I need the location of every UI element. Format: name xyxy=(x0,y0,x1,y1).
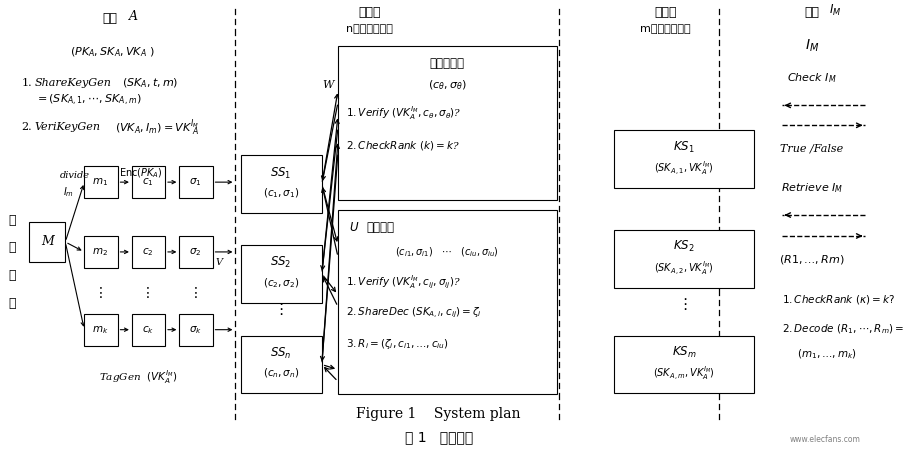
Text: $I_M$: $I_M$ xyxy=(829,3,841,18)
FancyBboxPatch shape xyxy=(338,210,557,395)
FancyBboxPatch shape xyxy=(241,245,322,303)
Text: $(c_n,\sigma_n)$: $(c_n,\sigma_n)$ xyxy=(263,367,300,380)
Text: $c_1$: $c_1$ xyxy=(142,176,154,188)
Text: 完整性检查: 完整性检查 xyxy=(430,57,465,70)
Text: $\sigma_1$: $\sigma_1$ xyxy=(189,176,202,188)
FancyBboxPatch shape xyxy=(132,314,165,345)
Text: True /False: True /False xyxy=(780,143,844,153)
Text: ShareKeyGen: ShareKeyGen xyxy=(35,79,112,89)
Text: 用户: 用户 xyxy=(102,12,117,25)
FancyBboxPatch shape xyxy=(30,222,65,262)
Text: $I_m$: $I_m$ xyxy=(64,185,75,199)
FancyBboxPatch shape xyxy=(241,336,322,394)
Text: $(PK_A,SK_A,VK_A\ )$: $(PK_A,SK_A,VK_A\ )$ xyxy=(70,46,155,59)
Text: $2.CheckRank\ (k)=k$?: $2.CheckRank\ (k)=k$? xyxy=(346,139,459,152)
Text: 据: 据 xyxy=(8,242,16,254)
Text: $SS_n$: $SS_n$ xyxy=(270,346,291,361)
Text: $(c_1,\sigma_1)$: $(c_1,\sigma_1)$ xyxy=(263,186,300,200)
Text: $(SK_{A,1},VK_A^{I_M})$: $(SK_{A,1},VK_A^{I_M})$ xyxy=(654,159,714,177)
Text: $(VK_A,I_m)=VK^{I_M}_{\ A}$: $(VK_A,I_m)=VK^{I_M}_{\ A}$ xyxy=(114,117,199,138)
Text: $KS_m$: $KS_m$ xyxy=(671,345,696,360)
FancyBboxPatch shape xyxy=(179,314,213,345)
FancyBboxPatch shape xyxy=(132,166,165,198)
Text: ⋮: ⋮ xyxy=(141,286,155,300)
Text: 数: 数 xyxy=(8,213,16,227)
FancyBboxPatch shape xyxy=(179,166,213,198)
Text: TagGen  $(VK^{I_M}_A)$: TagGen $(VK^{I_M}_A)$ xyxy=(100,369,178,386)
Text: 储: 储 xyxy=(8,297,16,310)
FancyBboxPatch shape xyxy=(613,336,754,394)
Text: $\mathit{Retrieve}\ I_M$: $\mathit{Retrieve}\ I_M$ xyxy=(781,181,844,195)
Text: $KS_1$: $KS_1$ xyxy=(673,140,694,155)
Text: ⋮: ⋮ xyxy=(273,302,289,317)
Text: $m_k$: $m_k$ xyxy=(92,324,109,336)
Text: divide: divide xyxy=(60,171,89,180)
Text: 私有云: 私有云 xyxy=(655,6,677,19)
Text: $m_2$: $m_2$ xyxy=(92,246,109,258)
Text: www.elecfans.com: www.elecfans.com xyxy=(789,435,860,444)
Text: VeriKeyGen: VeriKeyGen xyxy=(35,122,100,132)
Text: Figure 1    System plan: Figure 1 System plan xyxy=(357,407,521,421)
FancyBboxPatch shape xyxy=(84,166,118,198)
Text: 1.: 1. xyxy=(21,79,32,89)
Text: $(c_2,\sigma_2)$: $(c_2,\sigma_2)$ xyxy=(263,276,300,290)
Text: $1.Verify\ (VK_A^{I_M},c_\theta,\boldsymbol{\sigma_\theta})$?: $1.Verify\ (VK_A^{I_M},c_\theta,\boldsym… xyxy=(346,104,461,122)
Text: $I_M$: $I_M$ xyxy=(805,37,820,54)
FancyBboxPatch shape xyxy=(179,236,213,268)
FancyBboxPatch shape xyxy=(338,45,557,200)
Text: m组密钥服务器: m组密钥服务器 xyxy=(641,24,692,34)
Text: $c_2$: $c_2$ xyxy=(142,246,154,258)
FancyBboxPatch shape xyxy=(84,236,118,268)
Text: 图 1   系统方案: 图 1 系统方案 xyxy=(405,430,473,444)
Text: $\sigma_k$: $\sigma_k$ xyxy=(189,324,202,336)
Text: $c_k$: $c_k$ xyxy=(142,324,154,336)
Text: $2.ShareDec\ (SK_{A,i},c_{ij})=\zeta_i$: $2.ShareDec\ (SK_{A,i},c_{ij})=\zeta_i$ xyxy=(346,306,481,320)
FancyBboxPatch shape xyxy=(84,314,118,345)
Text: $=(SK_{A,1},\cdots,SK_{A,m})$: $=(SK_{A,1},\cdots,SK_{A,m})$ xyxy=(35,93,141,108)
FancyBboxPatch shape xyxy=(613,130,754,188)
Text: 存: 存 xyxy=(8,269,16,282)
Text: $2.\mathit{Decode}\ (R_1,\cdots,R_m)=$: $2.\mathit{Decode}\ (R_1,\cdots,R_m)=$ xyxy=(782,323,904,336)
FancyBboxPatch shape xyxy=(613,230,754,288)
Text: W: W xyxy=(322,80,333,90)
Text: A: A xyxy=(129,10,138,23)
Text: M: M xyxy=(41,236,53,248)
Text: $\mathrm{Enc}(PK_A)$: $\mathrm{Enc}(PK_A)$ xyxy=(120,166,163,180)
Text: $(c_{i1},\boldsymbol{\sigma_{i1}})$   $\cdots$   $(c_{iu},\boldsymbol{\sigma_{iu: $(c_{i1},\boldsymbol{\sigma_{i1}})$ $\cd… xyxy=(396,245,499,259)
Text: 2.: 2. xyxy=(21,122,32,132)
Text: 用户: 用户 xyxy=(805,6,820,19)
Text: $(SK_A,t,m)$: $(SK_A,t,m)$ xyxy=(123,77,179,90)
Text: 数据检索: 数据检索 xyxy=(366,222,395,235)
Text: ⋮: ⋮ xyxy=(677,297,692,312)
Text: $\mathit{Check}\ I_M$: $\mathit{Check}\ I_M$ xyxy=(787,72,837,85)
Text: $SS_2$: $SS_2$ xyxy=(270,255,291,271)
Text: $KS_2$: $KS_2$ xyxy=(673,239,694,255)
Text: $1.Verify\ (VK_A^{I_M},c_{ij},\boldsymbol{\sigma_{ij}})$?: $1.Verify\ (VK_A^{I_M},c_{ij},\boldsymbo… xyxy=(346,273,460,291)
Text: $1.\mathit{CheckRank}\ (\kappa)=k?$: $1.\mathit{CheckRank}\ (\kappa)=k?$ xyxy=(782,293,894,306)
Text: $(SK_{A,2},VK_A^{I_M})$: $(SK_{A,2},VK_A^{I_M})$ xyxy=(654,259,714,276)
Text: $m_1$: $m_1$ xyxy=(92,176,109,188)
Text: $U$: $U$ xyxy=(349,222,360,235)
Text: 公共云: 公共云 xyxy=(358,6,381,19)
Text: n组存储服务器: n组存储服务器 xyxy=(346,24,393,34)
Text: V: V xyxy=(216,258,223,267)
FancyBboxPatch shape xyxy=(132,236,165,268)
Text: $\sigma_2$: $\sigma_2$ xyxy=(189,246,202,258)
Text: $SS_1$: $SS_1$ xyxy=(270,166,291,181)
Text: ⋮: ⋮ xyxy=(93,286,107,300)
Text: $3.R_i=(\zeta_i,c_{i1},\ldots,c_{iu})$: $3.R_i=(\zeta_i,c_{i1},\ldots,c_{iu})$ xyxy=(346,337,448,350)
Text: $(c_\theta,\sigma_\theta)$: $(c_\theta,\sigma_\theta)$ xyxy=(428,79,467,92)
Text: $(R1,\ldots,Rm)$: $(R1,\ldots,Rm)$ xyxy=(779,253,845,266)
FancyBboxPatch shape xyxy=(241,155,322,213)
Text: $(SK_{A,m},VK_A^{I_M})$: $(SK_{A,m},VK_A^{I_M})$ xyxy=(653,365,715,382)
Text: $(m_1,\ldots,m_k)$: $(m_1,\ldots,m_k)$ xyxy=(797,348,857,361)
Text: ⋮: ⋮ xyxy=(188,286,203,300)
